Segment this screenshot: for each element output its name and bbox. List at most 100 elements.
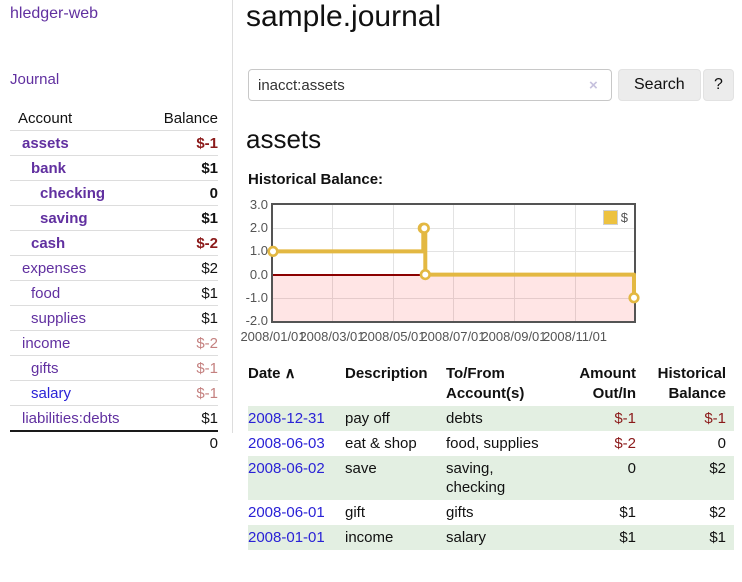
x-tick-label: 2008/03/01 — [299, 329, 365, 344]
transaction-balance-cell: $2 — [709, 504, 726, 521]
account-balance: $-2 — [196, 334, 218, 352]
column-header-to-from-account-s-: To/From Account(s) — [446, 365, 525, 402]
transaction-balance-cell: 0 — [717, 435, 726, 452]
transaction-description-cell: gift — [345, 504, 366, 521]
y-tick-label: -2.0 — [245, 313, 268, 328]
account-row: saving $1 — [10, 205, 218, 230]
sidebar-account-link-bank[interactable]: bank — [31, 159, 67, 177]
account-balance: 0 — [209, 184, 218, 202]
accounts-rows: assets $-1 bank $1 checking 0 saving $1 cash $-2 e… — [10, 130, 218, 430]
balance-column-header: Balance — [163, 109, 218, 127]
account-heading: assets — [246, 124, 322, 154]
data-point-marker — [418, 222, 430, 234]
chart-legend: $ — [600, 209, 630, 226]
transaction-amount-cell: 0 — [627, 460, 636, 477]
account-row: liabilities:debts $1 — [10, 405, 218, 430]
gridline-vertical — [392, 205, 394, 321]
app-title-link[interactable]: hledger-web — [10, 5, 99, 22]
clear-search-icon[interactable]: × — [589, 77, 598, 94]
gridline-vertical — [574, 205, 576, 321]
transaction-row: 2008-06-03 eat & shop food, supplies $-2 0 — [248, 431, 734, 456]
transaction-date-link[interactable]: 2008-06-03 — [248, 435, 325, 452]
transaction-amount-cell: $-2 — [614, 435, 636, 452]
transaction-date-link[interactable]: 2008-06-01 — [248, 504, 325, 521]
sidebar-account-link-food[interactable]: food — [31, 284, 61, 302]
account-row: gifts $-1 — [10, 355, 218, 380]
balance-step-line — [273, 226, 636, 298]
account-balance: $1 — [201, 209, 218, 227]
transaction-date-cell: 2008-06-03 — [248, 431, 345, 456]
account-row: supplies $1 — [10, 305, 218, 330]
column-header-historical-balance: Historical Balance — [657, 365, 726, 402]
sidebar-account-link-assets[interactable]: assets — [22, 134, 69, 152]
account-row: income $-2 — [10, 330, 218, 355]
x-tick-label: 2008/09/01 — [481, 329, 547, 344]
sidebar-account-link-cash[interactable]: cash — [31, 234, 66, 252]
accounts-total-balance: 0 — [209, 435, 218, 452]
page-title: sample.journal — [246, 0, 442, 33]
column-header-description: Description — [345, 365, 428, 382]
transaction-date-cell: 2008-01-01 — [248, 525, 345, 550]
legend-label: $ — [620, 210, 628, 225]
search-input[interactable] — [248, 69, 612, 101]
transaction-balance-cell: $1 — [709, 529, 726, 546]
account-balance: $-1 — [196, 359, 218, 377]
transaction-date-cell: 2008-12-31 — [248, 406, 345, 431]
account-row: salary $-1 — [10, 380, 218, 405]
help-button[interactable]: ? — [703, 69, 734, 101]
sidebar-account-link-gifts[interactable]: gifts — [31, 359, 59, 377]
x-tick-label: 2008/01/01 — [240, 329, 306, 344]
transaction-date-link[interactable]: 2008-12-31 — [248, 410, 325, 427]
sidebar-account-link-salary[interactable]: salary — [31, 384, 72, 402]
transaction-description-cell: income — [345, 529, 394, 546]
transaction-row: 2008-12-31 pay off debts $-1 $-1 — [248, 406, 734, 431]
account-balance: $1 — [201, 309, 218, 327]
sort-ascending-icon[interactable]: ∧ — [280, 365, 296, 382]
sidebar-item-journal[interactable]: Journal — [10, 71, 60, 88]
x-tick-label: 2008/07/01 — [420, 329, 486, 344]
sidebar-account-link-supplies[interactable]: supplies — [31, 309, 87, 327]
y-tick-label: 3.0 — [249, 197, 268, 212]
transaction-date-cell: 2008-06-02 — [248, 456, 345, 500]
x-tick-label: 2008/11/01 — [542, 329, 608, 344]
data-point-marker — [628, 292, 640, 304]
y-tick-label: -1.0 — [245, 290, 268, 305]
transaction-date-cell: 2008-06-01 — [248, 500, 345, 525]
accounts-total-row: 0 — [10, 430, 218, 455]
transaction-row: 2008-01-01 income salary $1 $1 — [248, 525, 734, 550]
transaction-amount-cell: $1 — [619, 529, 636, 546]
transaction-date-link[interactable]: 2008-06-02 — [248, 460, 325, 477]
transaction-row: 2008-06-01 gift gifts $1 $2 — [248, 500, 734, 525]
gridline-vertical — [514, 205, 516, 321]
chart-title: Historical Balance: — [248, 171, 384, 188]
sidebar-account-link-income[interactable]: income — [22, 334, 71, 352]
sidebar-account-link-liabilities-debts[interactable]: liabilities:debts — [22, 409, 120, 427]
y-tick-label: 1.0 — [249, 243, 268, 258]
column-header-amount-out-in: Amount Out/In — [579, 365, 636, 402]
accounts-table-header: Account Balance — [10, 106, 218, 130]
transactions-table: Date ∧ Description To/From Account(s) Amoun… — [248, 362, 734, 550]
account-balance: $1 — [201, 409, 218, 427]
sidebar-account-link-saving[interactable]: saving — [40, 209, 88, 227]
data-point-marker — [267, 245, 279, 258]
sidebar-account-link-checking[interactable]: checking — [40, 184, 106, 202]
transaction-accounts-cell: saving, checking — [446, 460, 506, 496]
search-button[interactable]: Search — [618, 69, 701, 101]
transaction-description-cell: pay off — [345, 410, 390, 427]
account-balance: $-1 — [196, 384, 218, 402]
x-tick-label: 2008/05/01 — [360, 329, 426, 344]
account-balance: $-1 — [196, 134, 218, 152]
column-header-date: Date ∧ — [248, 365, 296, 382]
account-row: checking 0 — [10, 180, 218, 205]
gridline-horizontal — [273, 251, 634, 253]
account-row: expenses $2 — [10, 255, 218, 280]
transaction-row: 2008-06-02 save saving, checking 0 $2 — [248, 456, 734, 500]
negative-region — [273, 274, 634, 321]
gridline-vertical — [453, 205, 454, 321]
transaction-date-link[interactable]: 2008-01-01 — [248, 529, 325, 546]
transaction-description-cell: save — [345, 460, 377, 477]
account-balance: $1 — [201, 159, 218, 177]
account-row: food $1 — [10, 280, 218, 305]
gridline-horizontal — [273, 228, 634, 230]
sidebar-account-link-expenses[interactable]: expenses — [22, 259, 87, 277]
